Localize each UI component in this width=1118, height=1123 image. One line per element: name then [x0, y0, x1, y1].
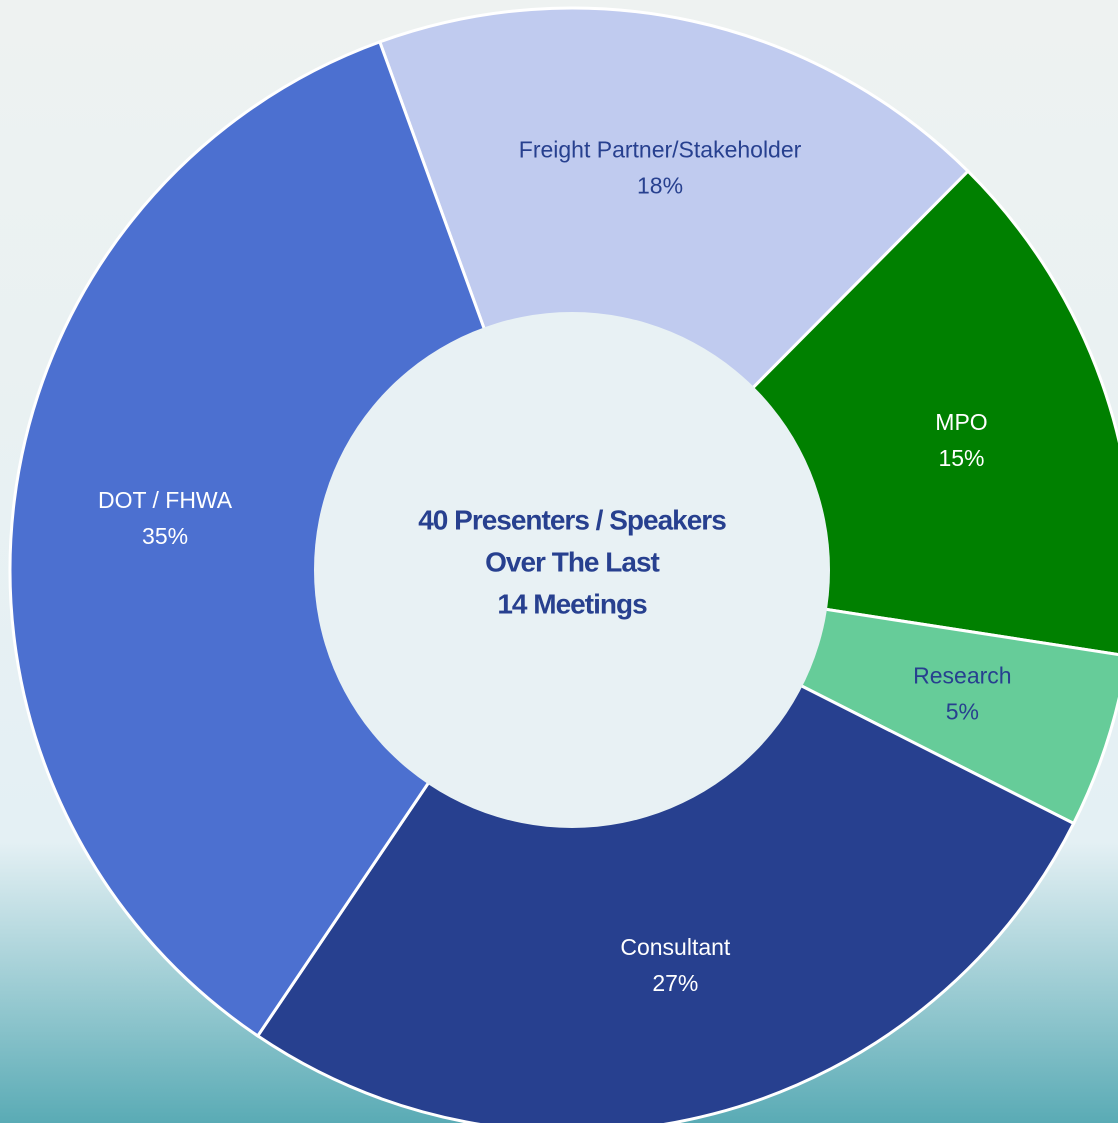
slice-value-label: 35% [142, 523, 188, 549]
slice-value-label: 18% [637, 173, 683, 199]
center-text: 40 Presenters / Speakers [418, 504, 726, 535]
slice-label: DOT / FHWA [98, 487, 233, 513]
slice-label: Research [913, 662, 1011, 688]
slice-value-label: 5% [946, 698, 979, 724]
center-text: Over The Last [485, 546, 659, 577]
labels: Freight Partner/Stakeholder 18% MPO 15% Rese… [98, 137, 1012, 996]
slice [8, 39, 574, 1039]
donut-hole [314, 312, 830, 828]
slice-value-label: 15% [938, 445, 984, 471]
slice [255, 568, 1076, 1123]
slice-label: MPO [935, 409, 987, 435]
slice-label: Consultant [620, 934, 731, 960]
slice-value-label: 27% [652, 970, 698, 996]
slice-label: Freight Partner/Stakeholder [519, 137, 802, 163]
center-text: 14 Meetings [497, 588, 647, 619]
